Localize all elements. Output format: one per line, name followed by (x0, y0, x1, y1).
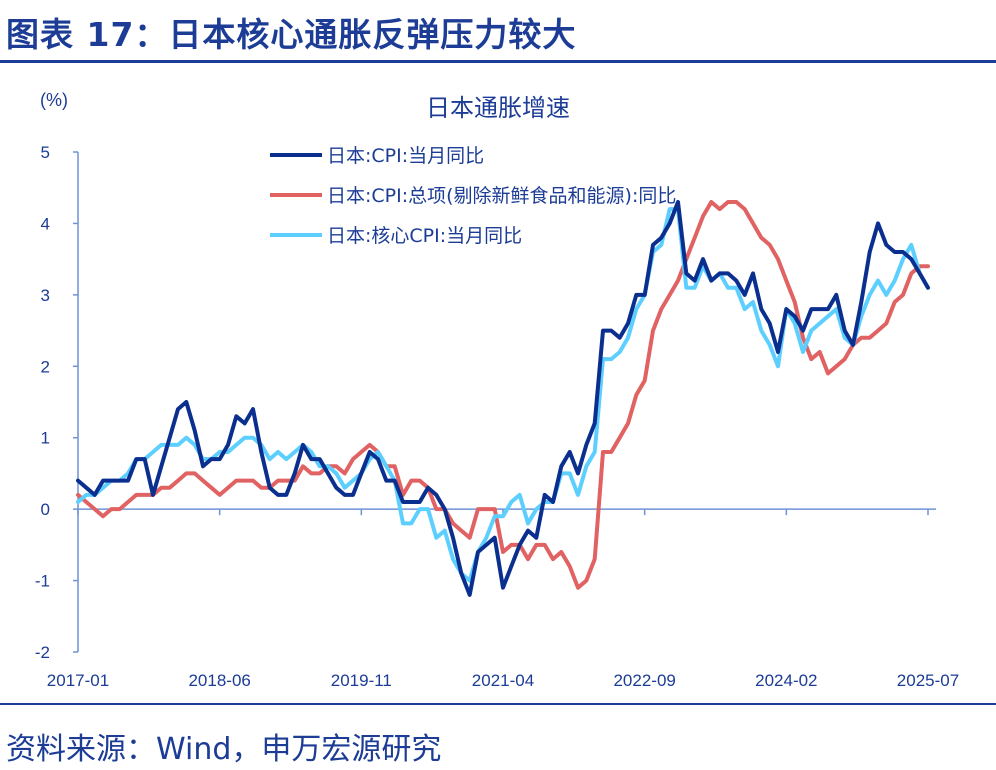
y-tick-label: -1 (35, 572, 50, 591)
x-tick-label: 2025-07 (897, 671, 959, 690)
x-tick-label: 2022-09 (613, 671, 675, 690)
chart-title: 日本通胀增速 (426, 94, 570, 122)
y-tick-label: -2 (35, 643, 50, 662)
footer-divider (0, 703, 996, 705)
source-note: 资料来源：Wind，申万宏源研究 (6, 732, 442, 767)
legend-label-0: 日本:CPI:当月同比 (327, 145, 484, 167)
y-axis-unit: (%) (40, 90, 68, 110)
y-tick-label: 1 (41, 429, 50, 448)
y-tick-label: 5 (41, 143, 50, 162)
series-line-1 (76, 200, 930, 590)
title-divider (0, 60, 996, 63)
series-line-0 (76, 200, 930, 597)
line-chart: (%) 日本通胀增速 -2 -1 0 1 2 3 4 5 2017-01 2018-06 2019-… (35, 90, 959, 690)
x-tick-label: 2017-01 (47, 671, 109, 690)
y-tick-label: 2 (41, 357, 50, 376)
legend-label-1: 日本:CPI:总项(剔除新鲜食品和能源):同比 (327, 185, 676, 207)
x-tick-label: 2021-04 (472, 671, 534, 690)
figure-title: 图表 17：日本核心通胀反弹压力较大 (6, 15, 577, 54)
legend-label-2: 日本:核心CPI:当月同比 (327, 225, 522, 247)
x-tick-label: 2019-11 (331, 671, 392, 690)
series-line-2 (76, 207, 930, 583)
y-tick-label: 3 (41, 286, 50, 305)
y-tick-label: 0 (41, 500, 50, 519)
x-tick-label: 2024-02 (755, 671, 817, 690)
x-tick-label: 2018-06 (188, 671, 250, 690)
y-tick-label: 4 (41, 214, 50, 233)
